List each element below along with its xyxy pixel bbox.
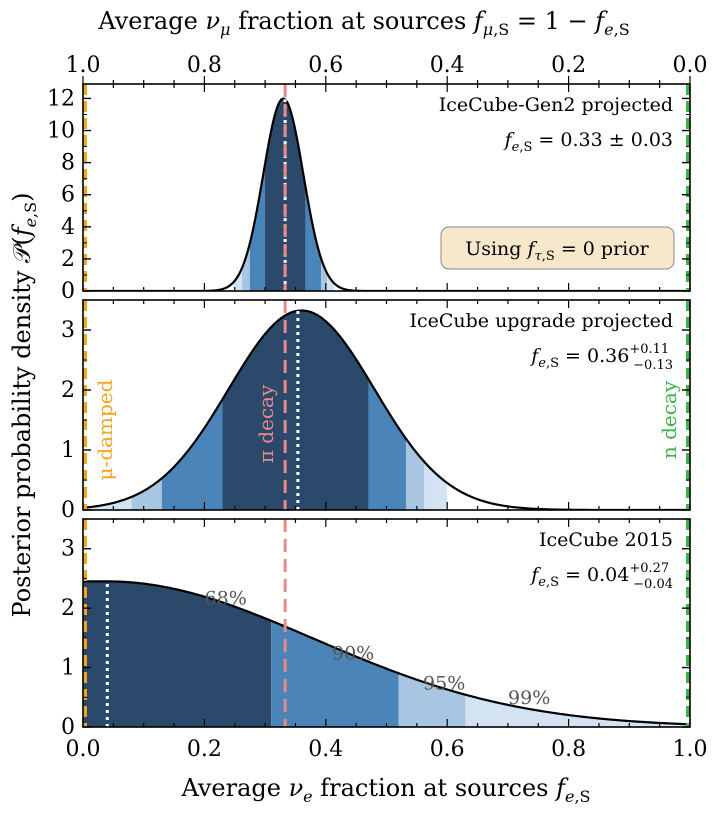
credible-region-68 (222, 310, 369, 510)
pi-decay-label: π decay (254, 384, 278, 463)
panel-result: fe,S = 0.33 ± 0.03 (503, 129, 673, 155)
x-tick-label: 0.2 (187, 737, 222, 762)
y-tick-label: 8 (61, 151, 75, 176)
panel-plot-area (83, 580, 690, 727)
region-label-99: 99% (508, 687, 550, 709)
panel-label: IceCube-Gen2 projected (439, 94, 673, 116)
y-tick-label: 0 (61, 498, 75, 523)
y-axis-title: Posterior probability density 𝒫(fe,S) (8, 193, 40, 618)
credible-region-90 (271, 620, 399, 727)
y-tick-label: 4 (61, 215, 75, 240)
panel-result: fe,S = 0.36+0.11 −0.13 (529, 342, 673, 373)
n-decay-label: n decay (657, 380, 681, 459)
y-tick-label: 3 (61, 318, 75, 343)
x-axis-title: Average νe fraction at sources fe,S (180, 774, 590, 806)
x2-tick-label: 0.4 (430, 53, 465, 78)
posterior-curve (83, 580, 690, 726)
y-tick-label: 2 (61, 596, 75, 621)
y-tick-label: 2 (61, 378, 75, 403)
x2-tick-label: 0.2 (551, 53, 586, 78)
y-tick-label: 2 (61, 247, 75, 272)
y-tick-label: 6 (61, 183, 75, 208)
region-label-95: 95% (423, 673, 465, 695)
x-tick-label: 0.8 (551, 737, 586, 762)
credible-region-99 (465, 694, 690, 727)
x-tick-label: 0.6 (430, 737, 465, 762)
panel-2: 0 1 2 3 IceCube upgrade projected fe,S = 0.36… (61, 299, 691, 523)
panel-label: IceCube 2015 (539, 529, 673, 551)
panel-3: 0 1 2 3 IceCube 2015 fe,S = 0.04+0.27 −0.04 68%… (61, 518, 691, 740)
y-tick-label: 0 (61, 279, 75, 304)
x2-tick-label: 0.8 (187, 53, 222, 78)
y-tick-label: 3 (61, 537, 75, 562)
panel-result: fe,S = 0.04+0.27 −0.04 (529, 561, 673, 592)
prior-box-label: Using fτ,S = 0 prior (465, 238, 649, 264)
x-tick-label: 0.0 (66, 737, 101, 762)
y-tick-label: 10 (47, 119, 75, 144)
x2-tick-label: 0.6 (308, 53, 343, 78)
region-label-90: 90% (332, 642, 374, 664)
credible-region-68 (83, 581, 272, 727)
panel-label: IceCube upgrade projected (409, 310, 673, 332)
y-tick-label: 1 (61, 656, 75, 681)
y-tick-label: 0 (61, 715, 75, 740)
x2-axis-title: Average νμ fraction at sources fμ,S = 1 … (97, 7, 629, 39)
panel-plot-area (83, 309, 690, 510)
y-tick-label: 1 (61, 438, 75, 463)
x-tick-label: 0.4 (308, 737, 343, 762)
mu-damped-label: μ-damped (93, 379, 117, 480)
y-tick-label: 12 (47, 86, 75, 111)
x2-tick-label: 1.0 (66, 53, 101, 78)
x2-tick-label: 0.0 (673, 53, 708, 78)
prior-box (440, 226, 675, 270)
x-tick-label: 1.0 (673, 737, 708, 762)
credible-region-95 (398, 673, 466, 727)
region-label-68: 68% (205, 588, 247, 610)
reference-annotations: μ-damped π decay n decay (93, 379, 681, 480)
panel-1: 0 2 4 6 8 10 12 IceCube-Gen2 projected fe,S = 0.… (47, 83, 691, 304)
